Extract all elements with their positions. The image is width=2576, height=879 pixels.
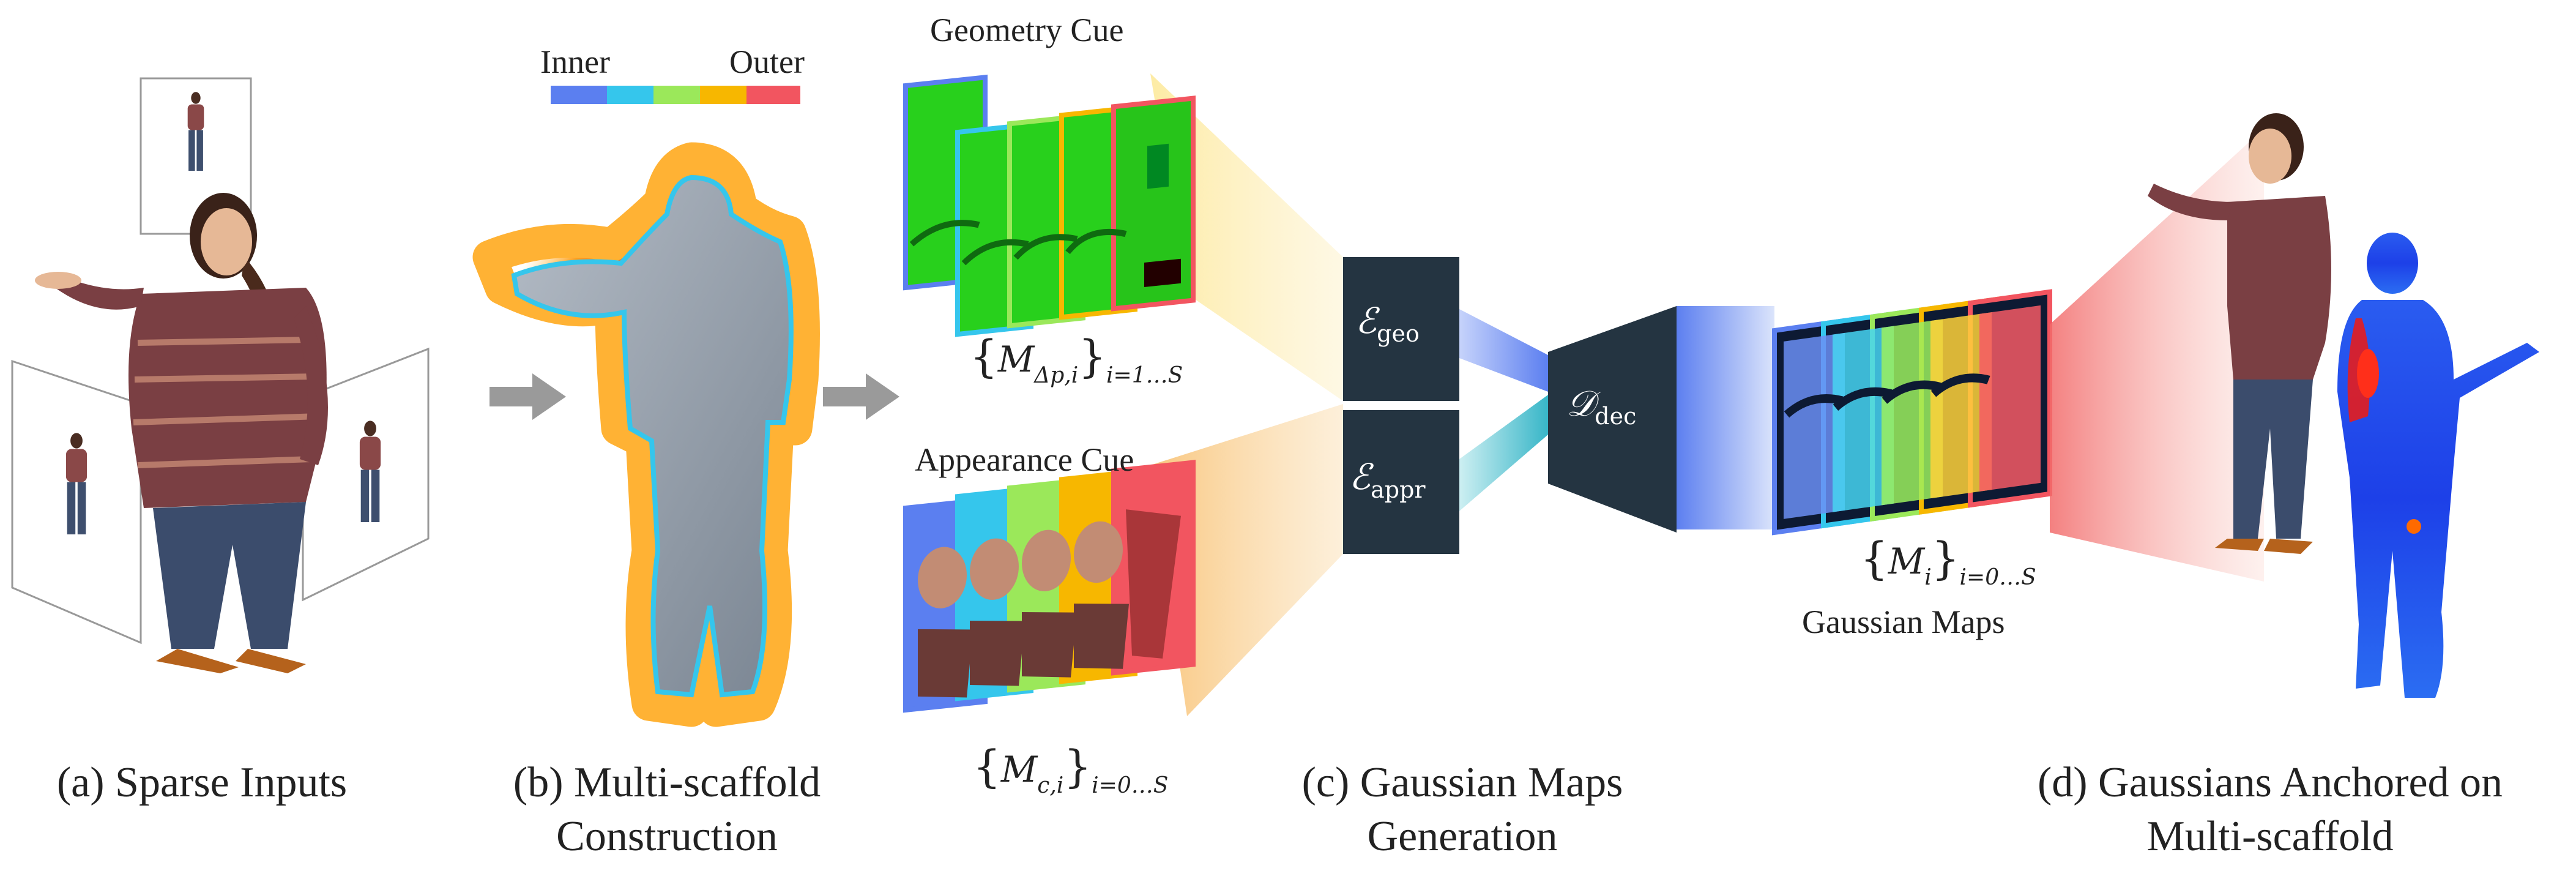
appearance-encoder — [1343, 410, 1459, 554]
caption-b-line2: Construction — [556, 813, 778, 860]
caption-multi-scaffold: (b) Multi-scaffold Construction — [453, 756, 881, 864]
left-view-figure — [65, 433, 87, 534]
decoder-block — [1548, 306, 1677, 533]
output-person — [2148, 113, 2331, 554]
output-math-main: M — [1888, 540, 1925, 582]
geometry-cue-stack — [903, 74, 1196, 337]
caption-c-line2: Generation — [1367, 813, 1558, 860]
left-view-frame — [11, 359, 142, 645]
caption-d-line1: (d) Gaussians Anchored on — [2037, 759, 2503, 806]
multi-scaffold-body — [472, 142, 820, 727]
geometry-math-range: i=1…S — [1106, 363, 1183, 388]
appearance-cue-label: Appearance Cue — [915, 441, 1134, 478]
gaussian-maps-math: {Mi}i=0…S — [1860, 533, 2036, 590]
appr-encoder-sub: appr — [1371, 476, 1426, 503]
geometry-math-sub: Δp,i — [1034, 363, 1079, 388]
right-view-frame — [302, 347, 430, 602]
dec-to-maps-beam — [1677, 306, 1774, 529]
appearance-math-sub: c,i — [1037, 773, 1064, 798]
caption-b-line1: (b) Multi-scaffold — [513, 759, 821, 806]
right-view-figure — [359, 421, 381, 522]
geometry-cue-label: Geometry Cue — [930, 12, 1124, 48]
appearance-math-main: M — [1000, 749, 1038, 790]
geo-encoder-sub: geo — [1377, 320, 1420, 347]
geometry-cue-math: {MΔp,i}i=1…S — [970, 331, 1183, 388]
top-view-figure — [187, 92, 204, 171]
legend-outer-label: Outer — [729, 43, 805, 80]
appr-encoder-label: ℰappr — [1349, 456, 1426, 503]
geometry-math-main: M — [997, 339, 1035, 380]
caption-sparse-inputs: (a) Sparse Inputs — [56, 759, 348, 806]
appearance-beam — [1150, 404, 1343, 716]
legend-inner-label: Inner — [540, 43, 610, 80]
appearance-cue-math: {Mc,i}i=0…S — [973, 741, 1169, 798]
gaussian-maps-label: Gaussian Maps — [1802, 604, 2005, 640]
caption-d-line2: Multi-scaffold — [2146, 813, 2394, 860]
heatmap-body — [2337, 233, 2539, 698]
main-person — [35, 193, 328, 673]
appr-encoder-symbol: ℰ — [1349, 456, 1371, 498]
appearance-math-range: i=0…S — [1092, 773, 1169, 798]
maps-to-avatar-beam — [2050, 129, 2264, 582]
caption-gaussian-maps: (c) Gaussian Maps Generation — [1236, 756, 1689, 864]
caption-c-line1: (c) Gaussian Maps — [1301, 759, 1623, 806]
arrow-b-to-c — [823, 373, 899, 420]
geo-to-dec-beam — [1459, 309, 1548, 392]
decoder-symbol: 𝒟 — [1566, 383, 1595, 424]
arrow-a-to-b — [490, 373, 566, 420]
geometry-beam — [1150, 73, 1343, 401]
geo-encoder-symbol: ℰ — [1355, 300, 1377, 342]
decoder-label: 𝒟dec — [1566, 383, 1636, 430]
legend-colorbar — [551, 86, 800, 104]
geometry-encoder — [1343, 257, 1459, 401]
decoder-sub: dec — [1595, 403, 1637, 430]
sparse-inputs-panel — [11, 77, 430, 673]
appr-to-dec-beam — [1459, 395, 1548, 511]
output-math-range: i=0…S — [1959, 565, 2036, 590]
caption-gaussians-anchored: (d) Gaussians Anchored on Multi-scaffold — [1995, 756, 2545, 864]
geo-encoder-label: ℰgeo — [1355, 300, 1420, 347]
output-math-sub: i — [1924, 565, 1932, 590]
gaussian-maps-stack — [1772, 289, 2052, 536]
appearance-cue-stack — [903, 460, 1196, 713]
